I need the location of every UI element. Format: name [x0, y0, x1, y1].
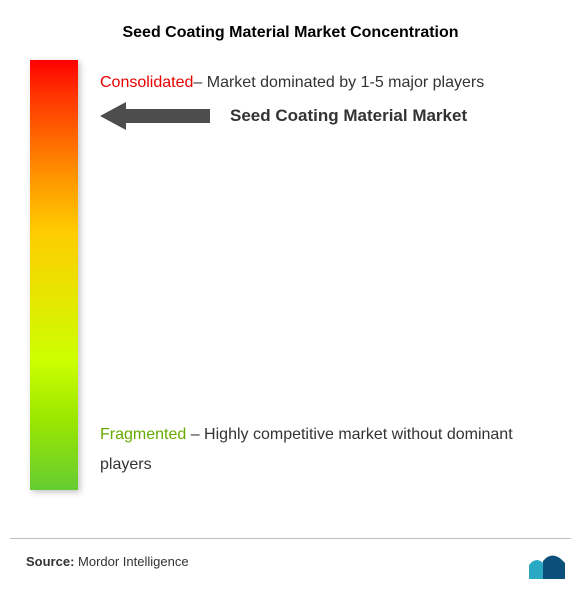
mordor-intelligence-logo-icon — [527, 551, 567, 581]
consolidated-label: Consolidated– Market dominated by 1-5 ma… — [100, 74, 540, 92]
market-pointer: Seed Coating Material Market — [100, 102, 467, 130]
source-label: Source: — [26, 554, 74, 569]
footer-divider — [10, 538, 571, 539]
page-title: Seed Coating Material Market Concentrati… — [0, 0, 581, 42]
source-value: Mordor Intelligence — [74, 554, 188, 569]
market-pointer-label: Seed Coating Material Market — [230, 106, 467, 126]
consolidated-description: – Market dominated by 1-5 major players — [193, 74, 484, 91]
concentration-gradient-bar — [30, 60, 78, 490]
source-attribution: Source: Mordor Intelligence — [26, 554, 189, 569]
arrow-left-icon — [100, 102, 210, 130]
fragmented-label: Fragmented – Highly competitive market w… — [100, 420, 530, 481]
consolidated-keyword: Consolidated — [100, 74, 193, 91]
fragmented-keyword: Fragmented — [100, 426, 186, 443]
